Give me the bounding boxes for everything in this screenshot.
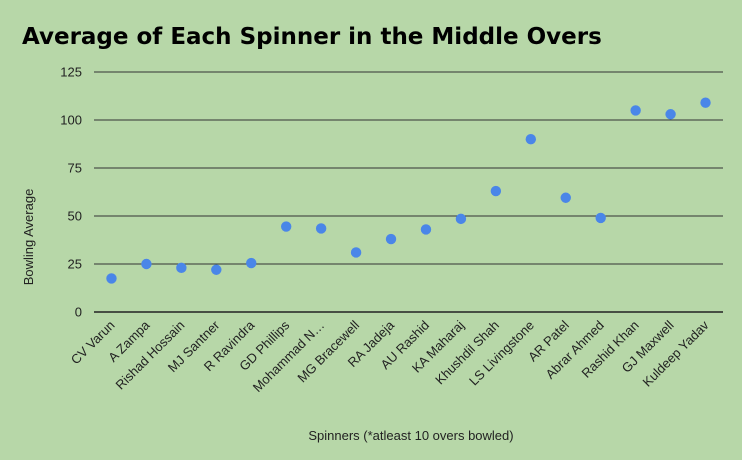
data-points <box>106 97 711 284</box>
data-point <box>385 233 397 245</box>
data-point <box>665 109 676 120</box>
data-point <box>350 247 362 258</box>
y-tick-label: 0 <box>75 305 82 320</box>
y-tick-label: 25 <box>68 257 82 272</box>
y-tick-label: 125 <box>60 65 82 80</box>
data-point <box>595 212 606 224</box>
data-point <box>315 223 327 234</box>
data-point <box>630 105 641 116</box>
y-tick-label: 75 <box>68 161 82 176</box>
y-axis-label: Bowling Average <box>21 189 36 286</box>
y-tick-labels: 0 25 50 75 100 125 <box>60 65 82 320</box>
data-point <box>420 224 432 235</box>
data-point <box>176 262 187 274</box>
data-point <box>455 213 467 225</box>
y-tick-label: 100 <box>60 113 82 128</box>
data-point <box>141 258 152 270</box>
data-point <box>246 257 257 269</box>
data-point <box>280 221 292 232</box>
data-point <box>211 264 222 275</box>
gridlines <box>94 71 723 313</box>
chart-title: Average of Each Spinner in the Middle Ov… <box>22 24 602 50</box>
data-point <box>560 192 571 203</box>
y-tick-label: 50 <box>68 209 82 224</box>
data-point <box>700 97 711 108</box>
data-point <box>490 185 502 197</box>
data-point <box>106 273 117 284</box>
x-axis-label: Spinners (*atleast 10 overs bowled) <box>308 428 513 443</box>
data-point <box>525 134 537 145</box>
